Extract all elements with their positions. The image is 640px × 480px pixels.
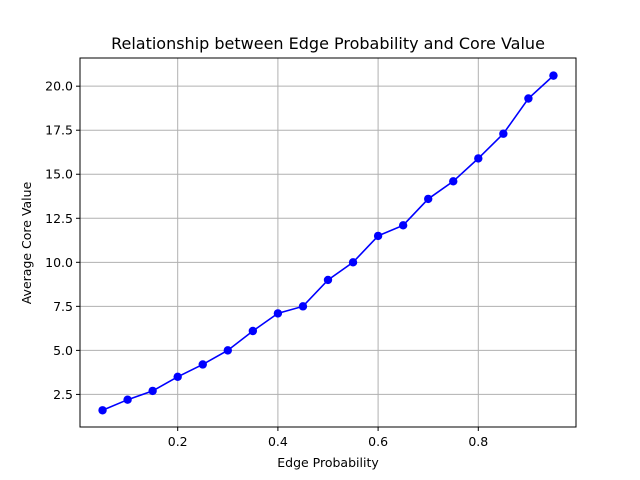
x-tick-label: 0.2 — [168, 434, 188, 449]
data-point — [348, 258, 358, 267]
data-series — [98, 71, 558, 415]
y-tick-label: 5.0 — [53, 343, 73, 358]
y-tick-label: 17.5 — [45, 123, 73, 138]
data-point — [173, 372, 182, 382]
y-tick-label: 2.5 — [53, 387, 73, 402]
data-point — [449, 177, 458, 186]
y-tick-label: 12.5 — [45, 211, 73, 226]
data-point — [474, 154, 483, 163]
data-point — [148, 386, 157, 396]
data-point — [424, 194, 433, 204]
grid — [80, 58, 576, 427]
data-point — [323, 275, 333, 285]
data-point — [524, 94, 533, 103]
data-point — [123, 395, 132, 404]
y-tick-label: 10.0 — [45, 255, 73, 270]
data-point — [373, 231, 383, 241]
chart-title: Relationship between Edge Probability an… — [111, 34, 545, 53]
x-tick-label: 0.6 — [368, 434, 388, 449]
data-point — [248, 326, 258, 336]
y-tick-label: 15.0 — [45, 167, 73, 182]
data-point — [298, 302, 308, 311]
y-tick-label: 20.0 — [45, 79, 73, 94]
data-point — [499, 129, 508, 138]
y-tick-label: 7.5 — [53, 299, 73, 314]
plot-frame — [79, 57, 577, 428]
data-point — [223, 346, 232, 355]
data-point — [198, 360, 207, 369]
x-tick-label: 0.4 — [268, 434, 288, 449]
axes-ticks: 0.2 0.4 0.6 0.8 2.5 5.0 7.5 10.0 12.5 15.0 17.5 20.… — [45, 79, 488, 449]
data-point — [549, 71, 558, 80]
data-point — [98, 406, 107, 415]
y-axis-label: Average Core Value — [19, 181, 34, 304]
data-point — [273, 309, 283, 318]
x-tick-label: 0.8 — [468, 434, 488, 449]
data-point — [398, 221, 408, 230]
x-axis-label: Edge Probability — [277, 455, 379, 470]
